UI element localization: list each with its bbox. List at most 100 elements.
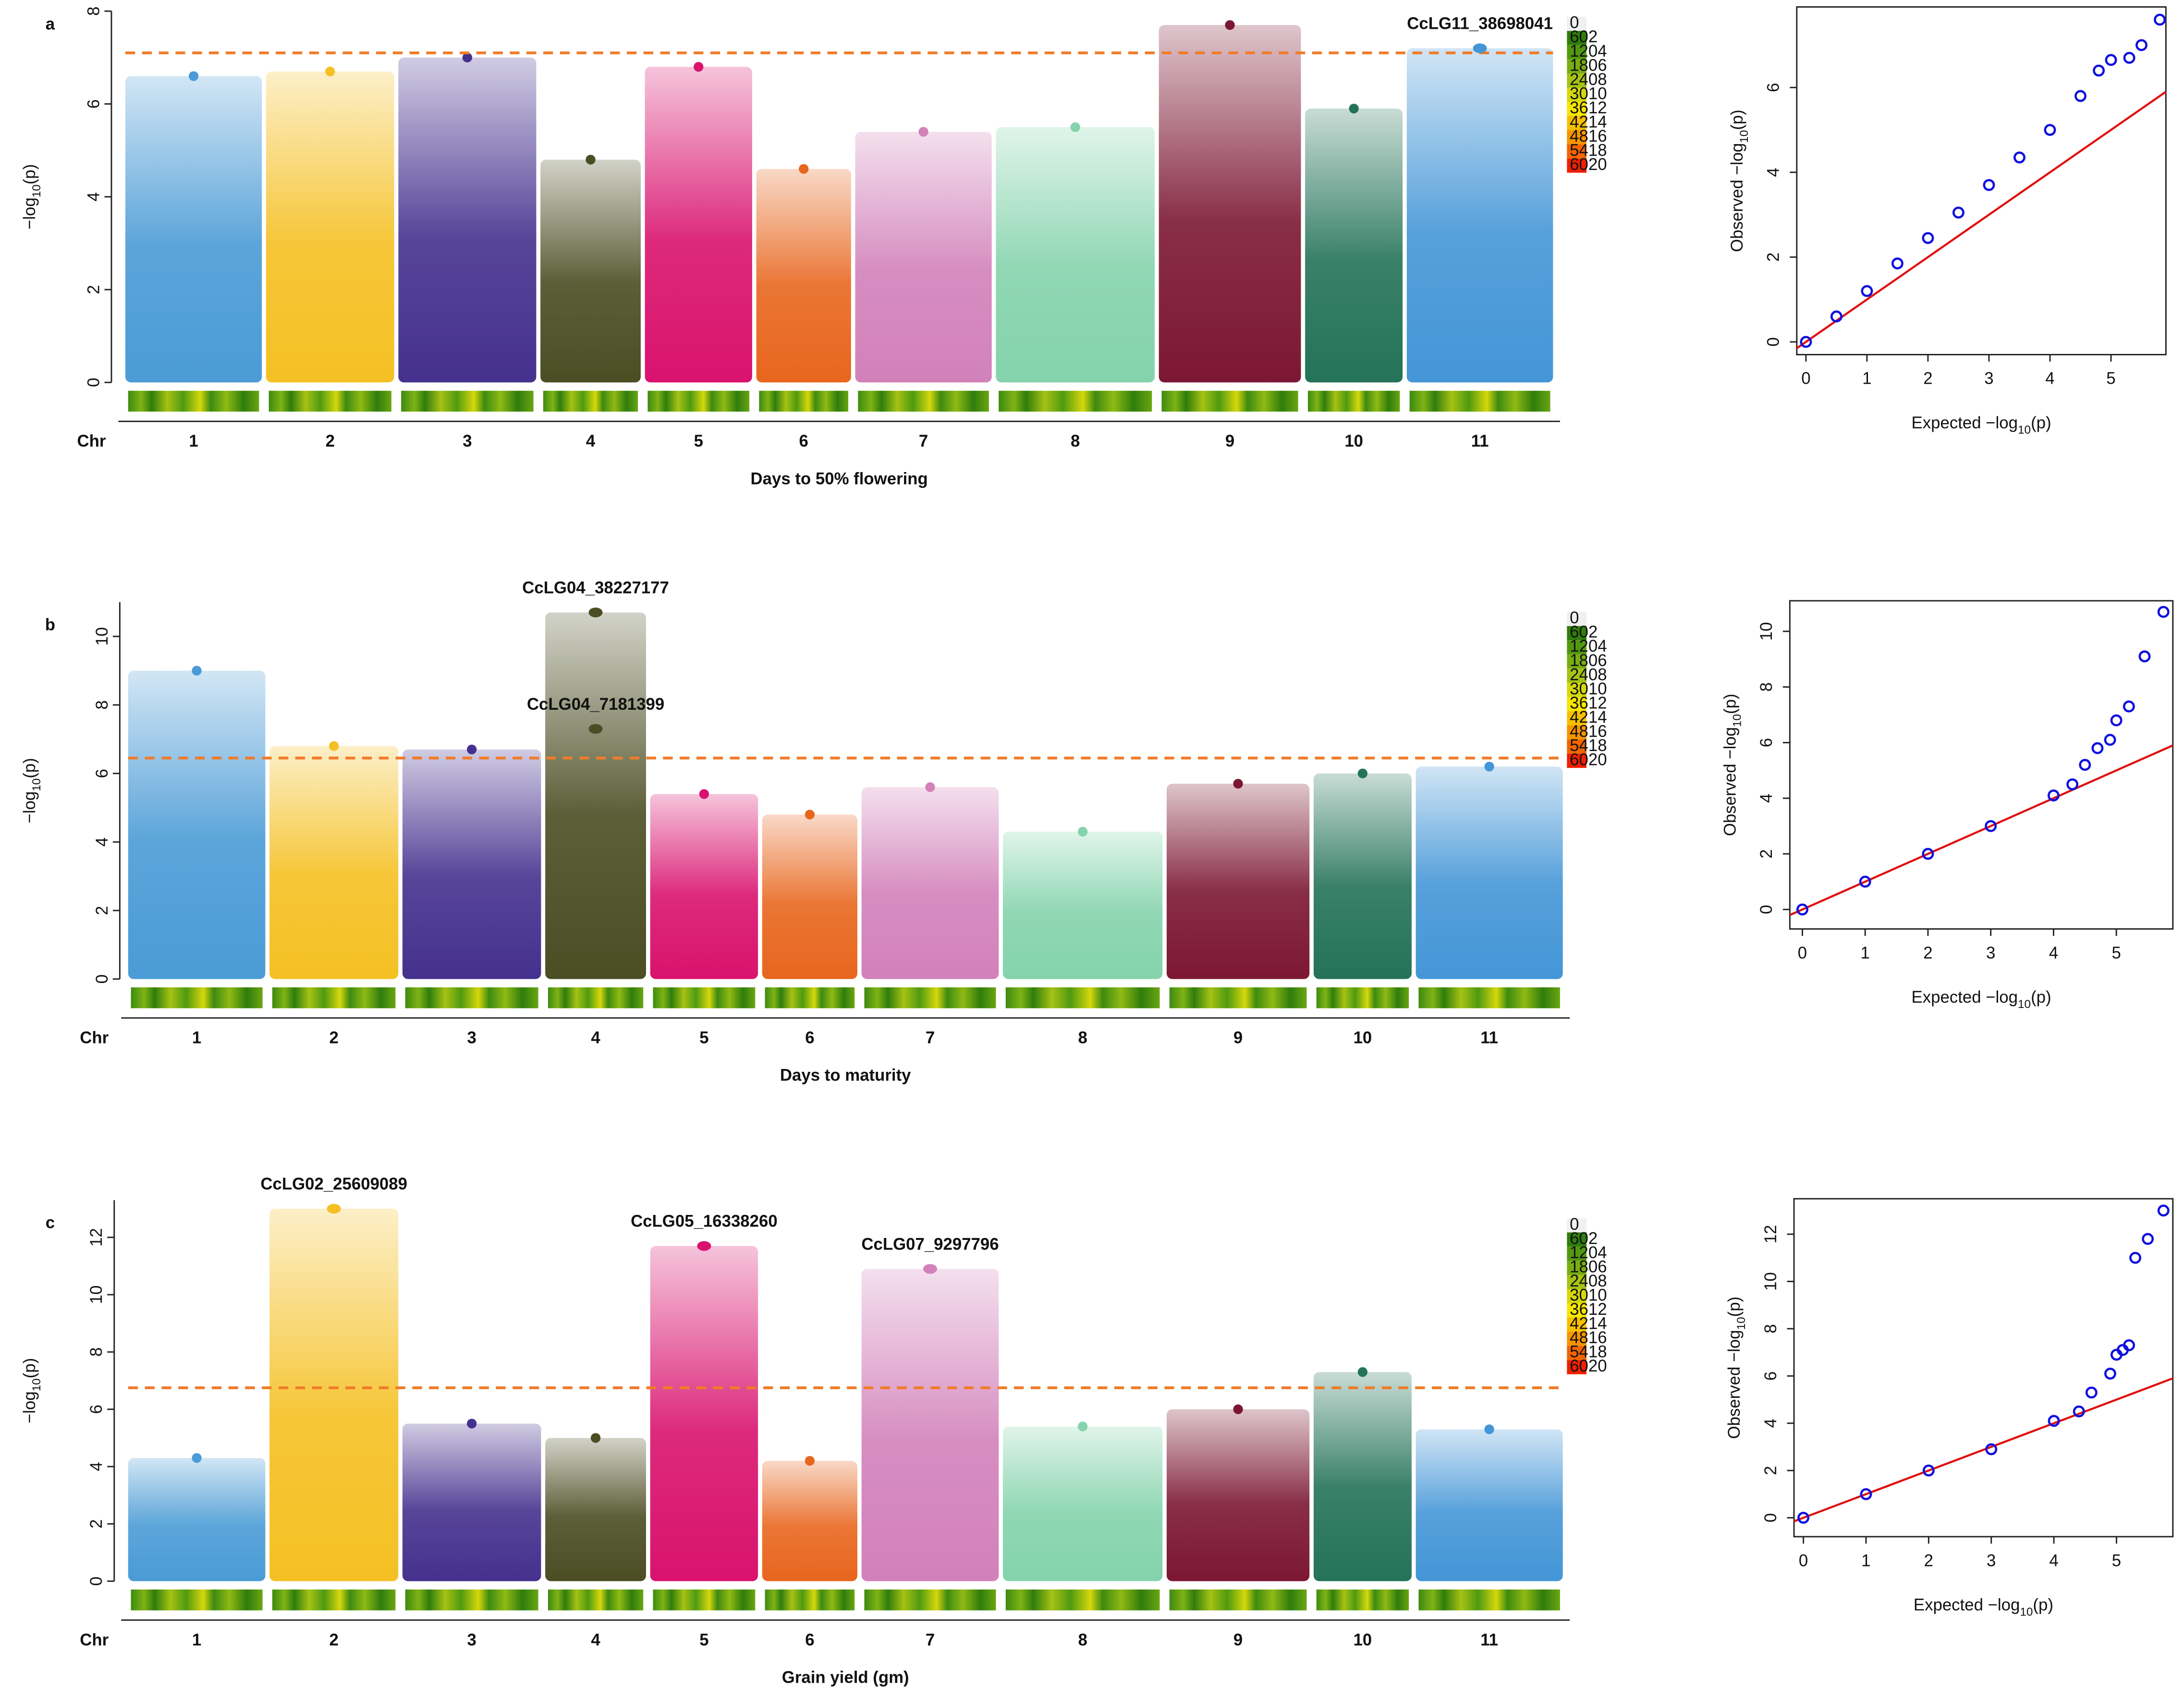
peak-point [1077,826,1088,837]
legend-label: 0 [1570,1215,1579,1234]
x-tick-label: 1 [1862,370,1871,388]
density-strip [653,1590,756,1611]
x-tick-label: 0 [1801,370,1810,388]
density-strip [272,1590,396,1611]
reference-line [1789,744,2173,916]
x-tick-label: 4 [591,1029,600,1047]
chromosome-peak [762,814,857,979]
legend-swatch [1567,682,1586,697]
qq-point [2157,1204,2170,1217]
legend-label: 6020 [1570,751,1607,769]
peak-point [325,66,335,76]
x-tick-label: 3 [1987,1552,1996,1570]
y-tick-label: 8 [87,1347,106,1357]
label-part: (p) [21,1358,39,1378]
qq-point [2093,64,2105,77]
x-tick-label: 5 [699,1029,708,1047]
y-tick-label: 8 [85,7,103,16]
legend-label: 3010 [1570,85,1607,103]
qq-point [1922,232,1934,244]
qq-point [2044,124,2056,136]
legend-label: 1204 [1570,42,1607,61]
x-tick-label: 3 [463,432,472,450]
qq-point [2142,1233,2154,1245]
legend-label: 3010 [1570,1286,1607,1304]
plot-frame [1793,1198,2174,1538]
annotated-snp [1473,43,1487,53]
density-strip [405,1590,538,1611]
x-tick-label: 9 [1233,1029,1243,1047]
panel-label: b [45,616,55,634]
annotated-snp [588,607,603,618]
legend-swatch [1567,711,1586,726]
legend-label: 0 [1570,609,1579,627]
y-tick-label: 0 [93,974,111,983]
chromosome-peak [540,159,641,383]
label-part: −log [21,791,39,824]
y-axis-title: −log10(p) [21,1358,43,1423]
legend-swatch [1567,45,1586,60]
plot-frame [1796,6,2167,355]
x-tick-label: 2 [326,432,335,450]
density-strip [1005,987,1160,1008]
x-tick-label: 0 [1799,1552,1808,1570]
density-strip [765,987,855,1008]
legend-label: 602 [1570,1229,1598,1248]
qq-point [1891,257,1903,270]
reference-line [1796,91,2167,349]
x-tick-label: 4 [586,432,596,450]
density-strip [864,1590,996,1611]
legend-label: 3612 [1570,1300,1607,1319]
chromosome-peak [402,1423,541,1581]
chromosome-peak [861,787,999,979]
chromosome-peak [1313,773,1412,979]
density-strip [272,987,396,1008]
y-axis-title: Observed −log10(p) [1721,694,1744,836]
legend-swatch [1567,73,1586,88]
legend-swatch [1567,740,1586,754]
density-strip [1161,390,1298,412]
legend-swatch [1567,87,1586,102]
y-tick-label: 2 [87,1519,106,1529]
x-axis-label: Chr [77,432,106,450]
chromosome-peak [1003,1426,1163,1581]
label-sub: 10 [1738,130,1751,143]
chromosome-peak [545,612,647,979]
panel-label: a [46,15,55,33]
legend-swatch [1567,130,1586,145]
qq-point [2048,1415,2060,1427]
y-tick-label: 2 [1757,849,1776,858]
chromosome-peak [855,132,992,383]
annotated-snp [327,1203,341,1214]
legend-label: 6020 [1570,156,1607,174]
label-sub: 10 [30,184,43,197]
chromosome-peak [756,169,851,383]
density-strip [765,1590,855,1611]
y-tick-label: 6 [1762,1371,1780,1381]
label-part: (p) [21,164,39,184]
label-part: (p) [21,758,39,778]
qq-point [2085,1386,2098,1399]
label-part: (p) [2031,414,2051,432]
label-part: −log [21,1391,39,1423]
qq-point [1922,1464,1935,1477]
label-part: (p) [1725,1297,1744,1317]
x-axis-label: Chr [80,1631,109,1649]
label-sub: 10 [2018,424,2031,437]
qq-point [1922,848,1934,860]
x-axis-title: Expected −log10(p) [1912,414,2051,437]
chromosome-peak [1166,784,1310,979]
x-tick-label: 3 [1986,944,1995,962]
peak-point [1077,1421,1088,1432]
x-tick-label: 11 [1471,432,1489,450]
label-sub: 10 [30,1378,43,1391]
density-strip [128,390,259,412]
x-axis-title: Expected −log10(p) [1914,1596,2053,1619]
y-tick-label: 4 [85,192,103,201]
legend-label: 3612 [1570,694,1607,712]
label-part: −log [21,197,39,230]
peak-point [1484,1424,1494,1434]
plot-frame [1789,600,2174,930]
y-tick-label: 2 [1765,253,1783,262]
legend-label: 4816 [1570,722,1607,740]
